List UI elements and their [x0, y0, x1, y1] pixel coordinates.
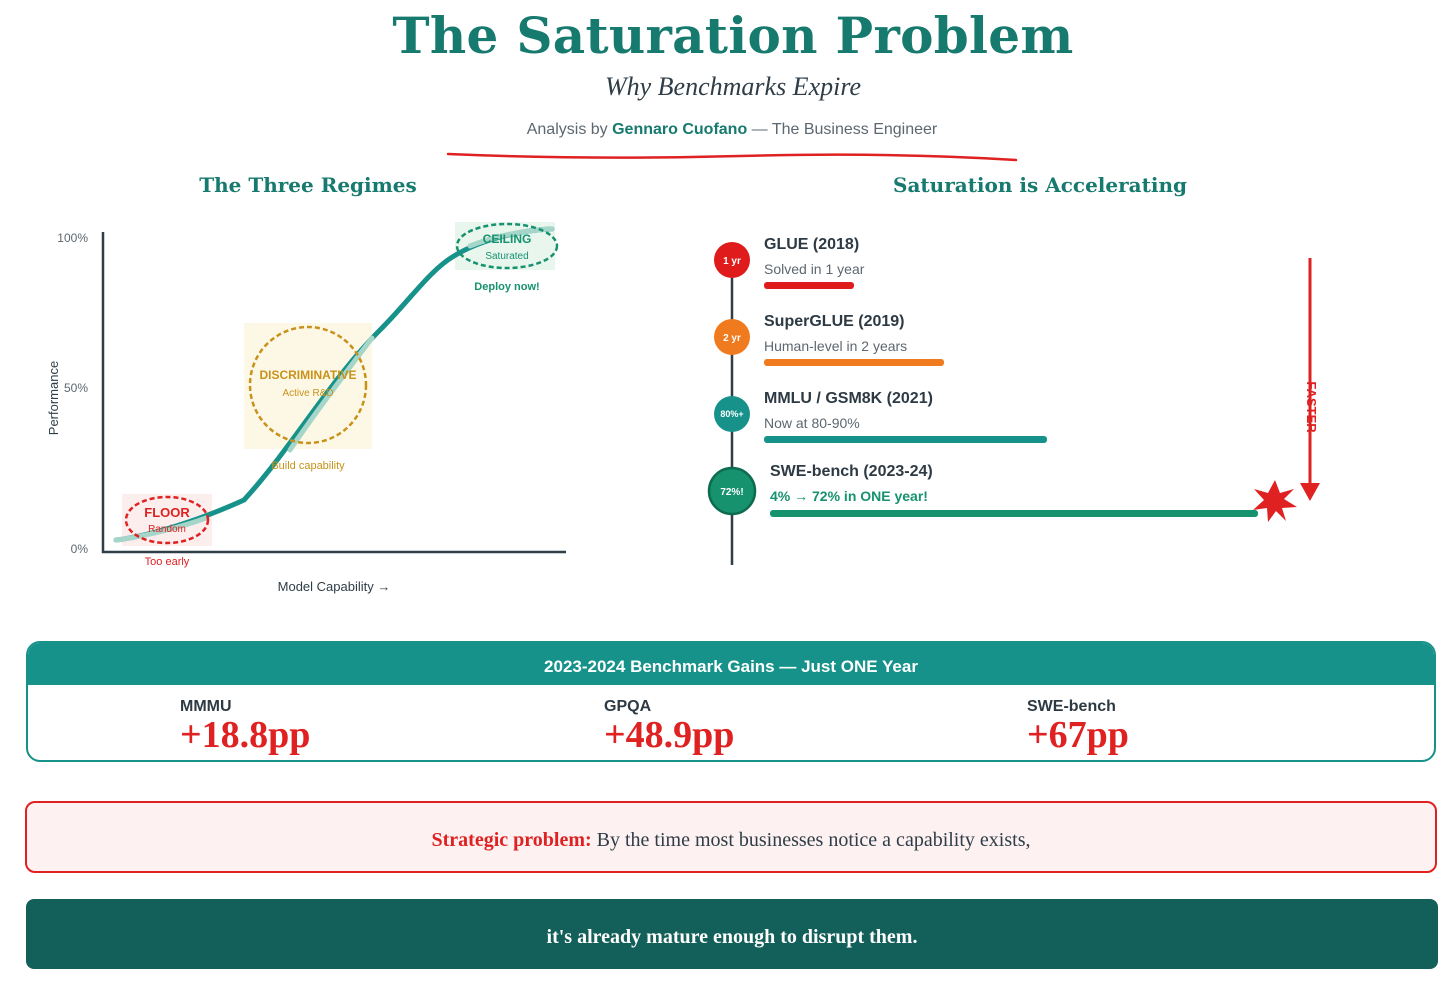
tick-0: 0%	[71, 542, 89, 556]
x-axis-label: Model Capability →	[278, 579, 391, 594]
gain-gpqa-value: +48.9pp	[604, 714, 735, 756]
swe-name: SWE-bench (2023-24)	[770, 463, 933, 480]
s-curve-top-segment	[467, 226, 555, 249]
burst-icon	[1253, 480, 1297, 522]
gains-title: 2023-2024 Benchmark Gains — Just ONE Yea…	[28, 643, 1434, 685]
badge-superglue: 2 yr	[723, 333, 741, 344]
tick-100: 100%	[57, 231, 88, 245]
floor-sub: Random	[148, 524, 186, 535]
timeline-item-superglue: SuperGLUE (2019) Human-level in 2 years	[764, 313, 1284, 366]
gain-gpqa: GPQA +48.9pp	[604, 698, 734, 757]
problem-lead: Strategic problem:	[431, 829, 592, 851]
gain-mmmu-label: MMMU	[180, 698, 232, 715]
timeline-item-mmlu: MMLU / GSM8K (2021) Now at 80-90%	[764, 390, 1284, 443]
ceiling-marker	[455, 222, 559, 270]
y-axis-label: Performance	[46, 361, 61, 435]
superglue-desc: Human-level in 2 years	[764, 338, 908, 354]
timeline-dot-mmlu	[714, 396, 750, 432]
byline: Analysis by Gennaro Cuofano — The Busine…	[0, 121, 1454, 139]
superglue-name: SuperGLUE (2019)	[764, 313, 905, 330]
timeline-item-swe: SWE-bench (2023-24) 4% → 72% in ONE year…	[770, 463, 1290, 517]
ceiling-note: Deploy now!	[474, 281, 539, 293]
floor-note: Too early	[145, 556, 190, 568]
mmlu-desc: Now at 80-90%	[764, 415, 860, 431]
floor-label: FLOOR	[144, 505, 190, 520]
faster-arrow-head	[1300, 483, 1320, 501]
timeline-dot-glue	[714, 242, 750, 278]
swe-desc: 4% → 72% in ONE year!	[770, 488, 928, 504]
s-curve-floor-segment	[113, 515, 209, 543]
discriminative-label: DISCRIMINATIVE	[259, 368, 356, 382]
glue-bar	[764, 282, 854, 289]
gain-swe-value: +67pp	[1027, 714, 1129, 756]
byline-prefix: Analysis by	[526, 121, 608, 138]
ceiling-sub: Saturated	[485, 251, 528, 262]
page-title: The Saturation Problem	[392, 6, 1074, 65]
s-curve-mid-segment	[287, 335, 375, 453]
floor-marker	[124, 495, 210, 545]
gain-gpqa-label: GPQA	[604, 698, 652, 715]
page-subtitle: Why Benchmarks Expire	[604, 72, 862, 101]
discriminative-note: Build capability	[271, 460, 345, 472]
faster-label: FASTER	[1304, 381, 1319, 433]
gain-mmmu: MMMU +18.8pp	[180, 698, 310, 757]
mmlu-name: MMLU / GSM8K (2021)	[764, 390, 933, 407]
discriminative-zone	[244, 323, 372, 449]
superglue-bar	[764, 359, 944, 366]
hand-drawn-underline	[446, 152, 1018, 162]
regimes-title: The Three Regimes	[199, 173, 417, 197]
gain-swe-label: SWE-bench	[1027, 698, 1116, 715]
discriminative-sub: Active R&D	[282, 388, 333, 399]
swe-bar	[770, 510, 1258, 517]
tick-50: 50%	[64, 381, 88, 395]
timeline-graphic: 1 yr 2 yr 80%+ 72%! FASTER	[707, 242, 1320, 565]
timeline-dot-swe	[707, 466, 757, 516]
badge-glue: 1 yr	[723, 256, 741, 267]
conclusion-box: it's already mature enough to disrupt th…	[26, 899, 1438, 969]
timeline-dot-superglue	[714, 319, 750, 355]
chart-axes	[101, 232, 566, 554]
ceiling-label: CEILING	[483, 232, 532, 246]
problem-text: By the time most businesses notice a cap…	[596, 829, 1031, 851]
byline-suffix: — The Business Engineer	[751, 121, 938, 138]
regimes-chart: 100% 50% 0% Performance Model Capability…	[46, 222, 566, 594]
mmlu-bar	[764, 436, 1047, 443]
gain-mmmu-value: +18.8pp	[180, 714, 311, 756]
badge-mmlu: 80%+	[720, 409, 743, 419]
discriminative-marker	[248, 325, 368, 445]
gains-panel: 2023-2024 Benchmark Gains — Just ONE Yea…	[26, 641, 1436, 762]
author-name: Gennaro Cuofano	[612, 121, 748, 138]
timeline-item-glue: GLUE (2018) Solved in 1 year	[764, 236, 1284, 289]
strategic-problem-box: Strategic problem: By the time most busi…	[25, 801, 1437, 873]
glue-name: GLUE (2018)	[764, 236, 860, 253]
gain-swe: SWE-bench +67pp	[1027, 698, 1129, 757]
accelerating-title: Saturation is Accelerating	[893, 173, 1187, 197]
glue-desc: Solved in 1 year	[764, 261, 865, 277]
badge-swe: 72%!	[720, 487, 743, 498]
